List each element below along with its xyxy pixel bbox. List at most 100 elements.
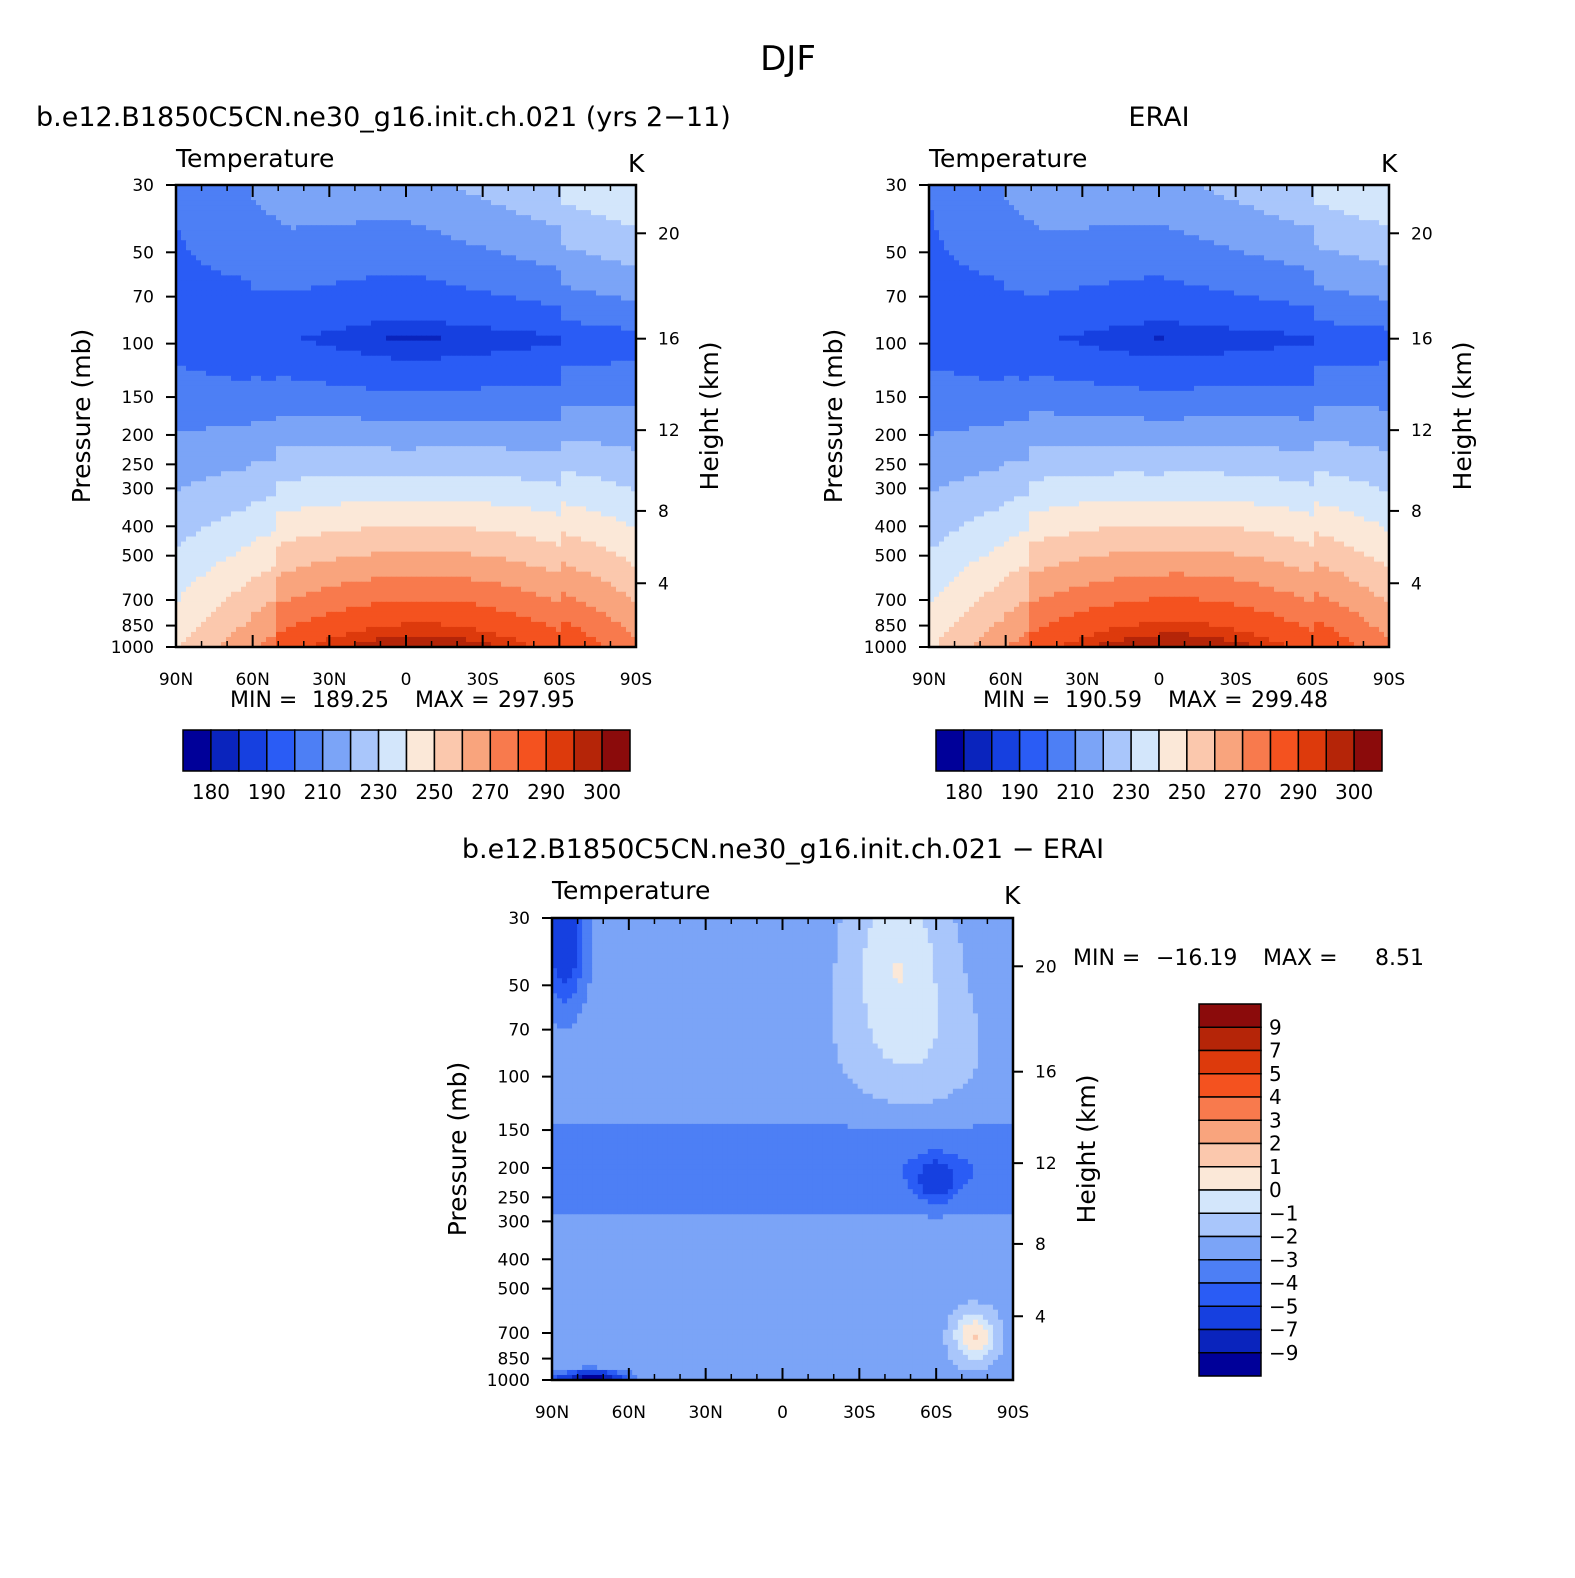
contour-cell	[461, 405, 467, 412]
contour-cell	[451, 436, 457, 442]
contour-cell	[421, 280, 427, 287]
contour-cell	[486, 441, 492, 447]
contour-cell	[346, 250, 352, 256]
contour-cell	[251, 446, 257, 452]
contour-cell	[221, 240, 227, 246]
contour-cell	[286, 215, 292, 221]
contour-cell	[371, 431, 377, 437]
contour-cell	[591, 190, 597, 196]
contour-cell	[261, 405, 267, 412]
contour-cell	[241, 436, 247, 442]
contour-cell	[486, 240, 492, 246]
contour-cell	[586, 421, 592, 427]
contour-cell	[576, 441, 582, 447]
contour-cell	[216, 410, 222, 417]
contour-cell	[281, 205, 287, 211]
contour-cell	[626, 421, 632, 427]
contour-cell	[606, 345, 612, 352]
contour-cell	[351, 355, 357, 362]
contour-cell	[336, 400, 342, 407]
contour-cell	[481, 300, 487, 307]
contour-cell	[596, 280, 602, 287]
contour-cell	[566, 260, 572, 266]
contour-cell	[391, 195, 397, 201]
contour-cell	[486, 190, 492, 196]
contour-cell	[336, 255, 342, 261]
contour-cell	[601, 320, 607, 327]
contour-cell	[266, 285, 272, 292]
contour-cell	[216, 320, 222, 327]
contour-cell	[241, 421, 247, 427]
contour-cell	[506, 365, 512, 372]
contour-cell	[631, 426, 636, 432]
contour-cell	[356, 265, 362, 271]
contour-cell	[321, 446, 327, 452]
contour-cell	[516, 385, 522, 392]
contour-cell	[451, 225, 457, 231]
contour-cell	[181, 330, 187, 337]
contour-cell	[421, 390, 427, 397]
contour-cell	[596, 340, 602, 347]
contour-cell	[176, 265, 182, 271]
contour-cell	[571, 185, 577, 191]
contour-cell	[201, 441, 207, 447]
contour-cell	[501, 350, 507, 357]
contour-cell	[306, 446, 312, 452]
contour-cell	[471, 340, 477, 347]
contour-cell	[271, 315, 277, 322]
contour-cell	[336, 190, 342, 196]
contour-cell	[296, 370, 302, 377]
contour-cell	[561, 441, 567, 447]
contour-cell	[181, 335, 187, 342]
contour-cell	[471, 395, 477, 402]
contour-cell	[571, 230, 577, 236]
contour-cell	[521, 265, 527, 271]
contour-cell	[236, 360, 242, 367]
contour-cell	[396, 345, 402, 352]
contour-cell	[321, 185, 327, 191]
contour-cell	[426, 355, 432, 362]
contour-cell	[391, 395, 397, 402]
contour-cell	[386, 365, 392, 372]
contour-cell	[436, 225, 442, 231]
contour-cell	[586, 325, 592, 332]
contour-cell	[316, 210, 322, 216]
contour-cell	[496, 300, 502, 307]
contour-cell	[481, 295, 487, 302]
contour-cell	[281, 410, 287, 417]
contour-cell	[276, 275, 282, 282]
contour-cell	[531, 436, 537, 442]
contour-cell	[231, 436, 237, 442]
contour-cell	[446, 405, 452, 412]
contour-cell	[371, 400, 377, 407]
contour-cell	[176, 290, 182, 297]
contour-cell	[581, 260, 587, 266]
contour-cell	[376, 200, 382, 206]
contour-cell	[321, 360, 327, 367]
contour-cell	[191, 245, 197, 251]
contour-cell	[441, 325, 447, 332]
contour-cell	[241, 295, 247, 302]
contour-cell	[571, 416, 577, 422]
contour-cell	[436, 195, 442, 201]
contour-cell	[216, 190, 222, 196]
contour-cell	[231, 195, 237, 201]
contour-cell	[476, 330, 482, 337]
contour-cell	[466, 410, 472, 417]
contour-cell	[196, 405, 202, 412]
contour-cell	[446, 385, 452, 392]
contour-cell	[181, 275, 187, 282]
contour-cell	[576, 380, 582, 387]
contour-cell	[201, 330, 207, 337]
contour-cell	[461, 255, 467, 261]
contour-cell	[601, 375, 607, 382]
contour-cell	[521, 255, 527, 261]
contour-cell	[316, 185, 322, 191]
contour-cell	[436, 405, 442, 412]
contour-cell	[361, 395, 367, 402]
contour-cell	[496, 205, 502, 211]
contour-cell	[281, 235, 287, 241]
contour-cell	[386, 240, 392, 246]
contour-cell	[396, 245, 402, 251]
contour-cell	[326, 215, 332, 221]
